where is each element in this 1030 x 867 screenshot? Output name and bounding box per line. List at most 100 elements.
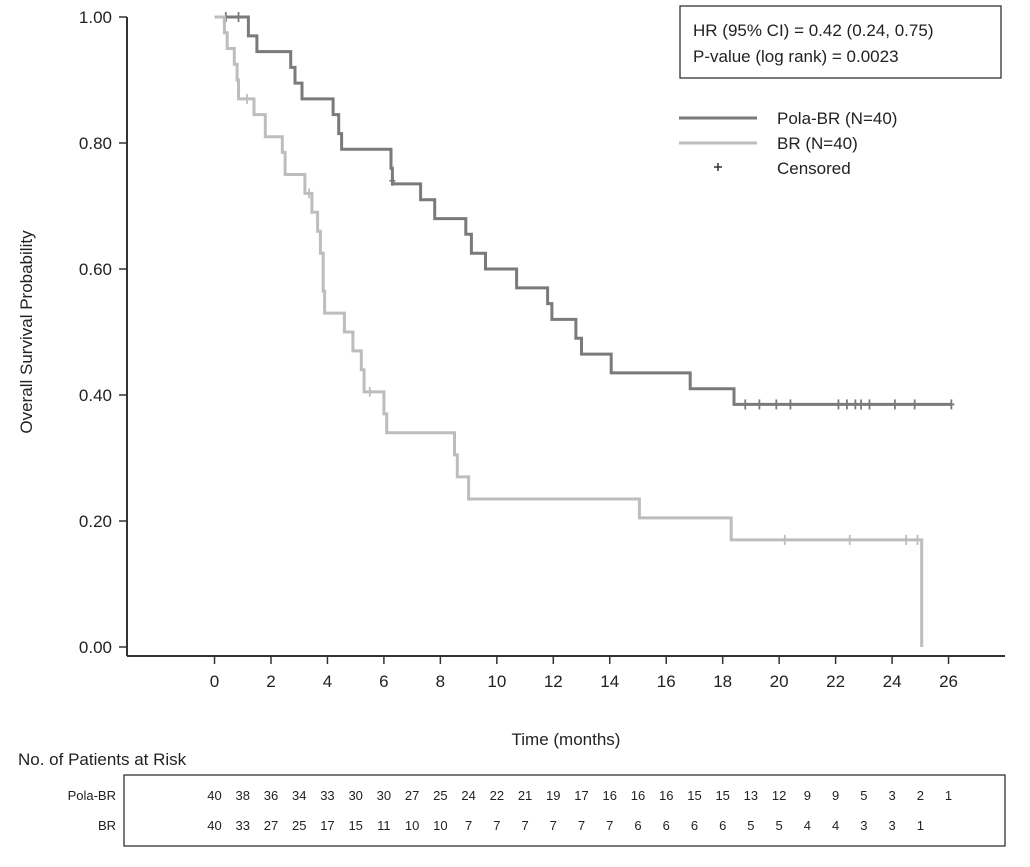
x-axis-label: Time (months) [512,730,621,749]
at-risk-row-label-pola-br: Pola-BR [68,788,116,803]
y-tick-label-5: 1.00 [79,8,112,27]
censor-mark-br-1 [306,188,313,199]
x-tick-label-9: 18 [713,672,732,691]
at-risk-value-br-12: 7 [550,818,557,833]
at-risk-value-pola-br-20: 12 [772,788,786,803]
at-risk-value-br-21: 4 [804,818,811,833]
x-tick-label-6: 12 [544,672,563,691]
at-risk-value-br-3: 25 [292,818,306,833]
y-tick-label-3: 0.60 [79,260,112,279]
axes-layer [119,16,1005,664]
at-risk-value-pola-br-23: 5 [860,788,867,803]
at-risk-row-label-br: BR [98,818,116,833]
x-tick-label-5: 10 [487,672,506,691]
at-risk-value-br-2: 27 [264,818,278,833]
at-risk-value-pola-br-25: 2 [917,788,924,803]
at-risk-value-pola-br-6: 30 [377,788,391,803]
at-risk-value-pola-br-15: 16 [631,788,645,803]
at-risk-value-br-16: 6 [663,818,670,833]
at-risk-value-pola-br-10: 22 [490,788,504,803]
censor-mark-pola-br-2 [389,175,396,186]
at-risk-value-br-1: 33 [236,818,250,833]
x-tick-label-13: 26 [939,672,958,691]
at-risk-value-br-7: 10 [405,818,419,833]
censor-mark-pola-br-14 [948,399,955,410]
censor-mark-pola-br-13 [911,399,918,410]
hr-annotation-line2: P-value (log rank) = 0.0023 [693,47,899,66]
x-tick-label-2: 4 [323,672,332,691]
x-tick-label-3: 6 [379,672,388,691]
censor-mark-pola-br-6 [787,399,794,410]
at-risk-value-br-9: 7 [465,818,472,833]
censor-mark-br-6 [914,534,921,545]
at-risk-value-pola-br-19: 13 [744,788,758,803]
at-risk-value-pola-br-14: 16 [603,788,617,803]
at-risk-value-br-10: 7 [493,818,500,833]
at-risk-table-border [123,774,1006,847]
at-risk-value-br-17: 6 [691,818,698,833]
at-risk-title: No. of Patients at Risk [18,750,187,769]
at-risk-value-pola-br-12: 19 [546,788,560,803]
km-curve-pola-br [214,15,952,406]
at-risk-value-pola-br-21: 9 [804,788,811,803]
at-risk-value-pola-br-3: 34 [292,788,306,803]
at-risk-value-pola-br-8: 25 [433,788,447,803]
y-tick-label-0: 0.00 [79,638,112,657]
legend-censor-marker [714,163,722,171]
series-layer [214,12,955,647]
at-risk-value-br-0: 40 [207,818,221,833]
at-risk-value-br-6: 11 [377,818,391,833]
hr-annotation-box [679,5,1002,79]
at-risk-value-br-13: 7 [578,818,585,833]
censor-mark-pola-br-11 [866,399,873,410]
at-risk-value-br-24: 3 [888,818,895,833]
censor-mark-pola-br-4 [756,399,763,410]
x-tick-label-0: 0 [210,672,219,691]
y-tick-label-1: 0.20 [79,512,112,531]
y-tick-label-2: 0.40 [79,386,112,405]
at-risk-value-pola-br-1: 38 [236,788,250,803]
censor-mark-pola-br-9 [852,399,859,410]
censor-mark-pola-br-1 [235,12,242,22]
at-risk-value-pola-br-2: 36 [264,788,278,803]
censor-mark-pola-br-10 [858,399,865,410]
at-risk-value-pola-br-18: 15 [715,788,729,803]
legend-label-censored: Censored [777,159,851,178]
at-risk-value-pola-br-5: 30 [348,788,362,803]
at-risk-value-pola-br-22: 9 [832,788,839,803]
censor-mark-pola-br-12 [891,399,898,410]
censor-mark-pola-br-5 [773,399,780,410]
at-risk-value-br-22: 4 [832,818,839,833]
censor-mark-br-2 [366,386,373,397]
at-risk-value-pola-br-16: 16 [659,788,673,803]
censor-mark-br-0 [243,93,250,104]
censor-mark-pola-br-7 [835,399,842,410]
at-risk-value-br-15: 6 [634,818,641,833]
censor-mark-br-5 [903,534,910,545]
at-risk-value-br-5: 15 [348,818,362,833]
at-risk-value-pola-br-11: 21 [518,788,532,803]
censor-mark-pola-br-8 [843,399,850,410]
x-tick-label-1: 2 [266,672,275,691]
at-risk-value-br-11: 7 [521,818,528,833]
legend-label-br: BR (N=40) [777,134,858,153]
at-risk-value-pola-br-0: 40 [207,788,221,803]
at-risk-value-br-23: 3 [860,818,867,833]
hr-annotation-line1: HR (95% CI) = 0.42 (0.24, 0.75) [693,21,933,40]
at-risk-value-br-19: 5 [747,818,754,833]
at-risk-value-br-25: 1 [917,818,924,833]
x-tick-label-10: 20 [770,672,789,691]
censor-mark-br-3 [781,534,788,545]
at-risk-value-pola-br-4: 33 [320,788,334,803]
y-tick-label-4: 0.80 [79,134,112,153]
x-tick-label-7: 14 [600,672,619,691]
legend-label-pola-br: Pola-BR (N=40) [777,109,897,128]
at-risk-value-pola-br-7: 27 [405,788,419,803]
at-risk-value-pola-br-17: 15 [687,788,701,803]
at-risk-value-pola-br-24: 3 [888,788,895,803]
at-risk-value-pola-br-26: 1 [945,788,952,803]
text-layer: Overall Survival Probability Time (month… [17,5,1006,847]
at-risk-value-br-4: 17 [320,818,334,833]
at-risk-value-br-14: 7 [606,818,613,833]
